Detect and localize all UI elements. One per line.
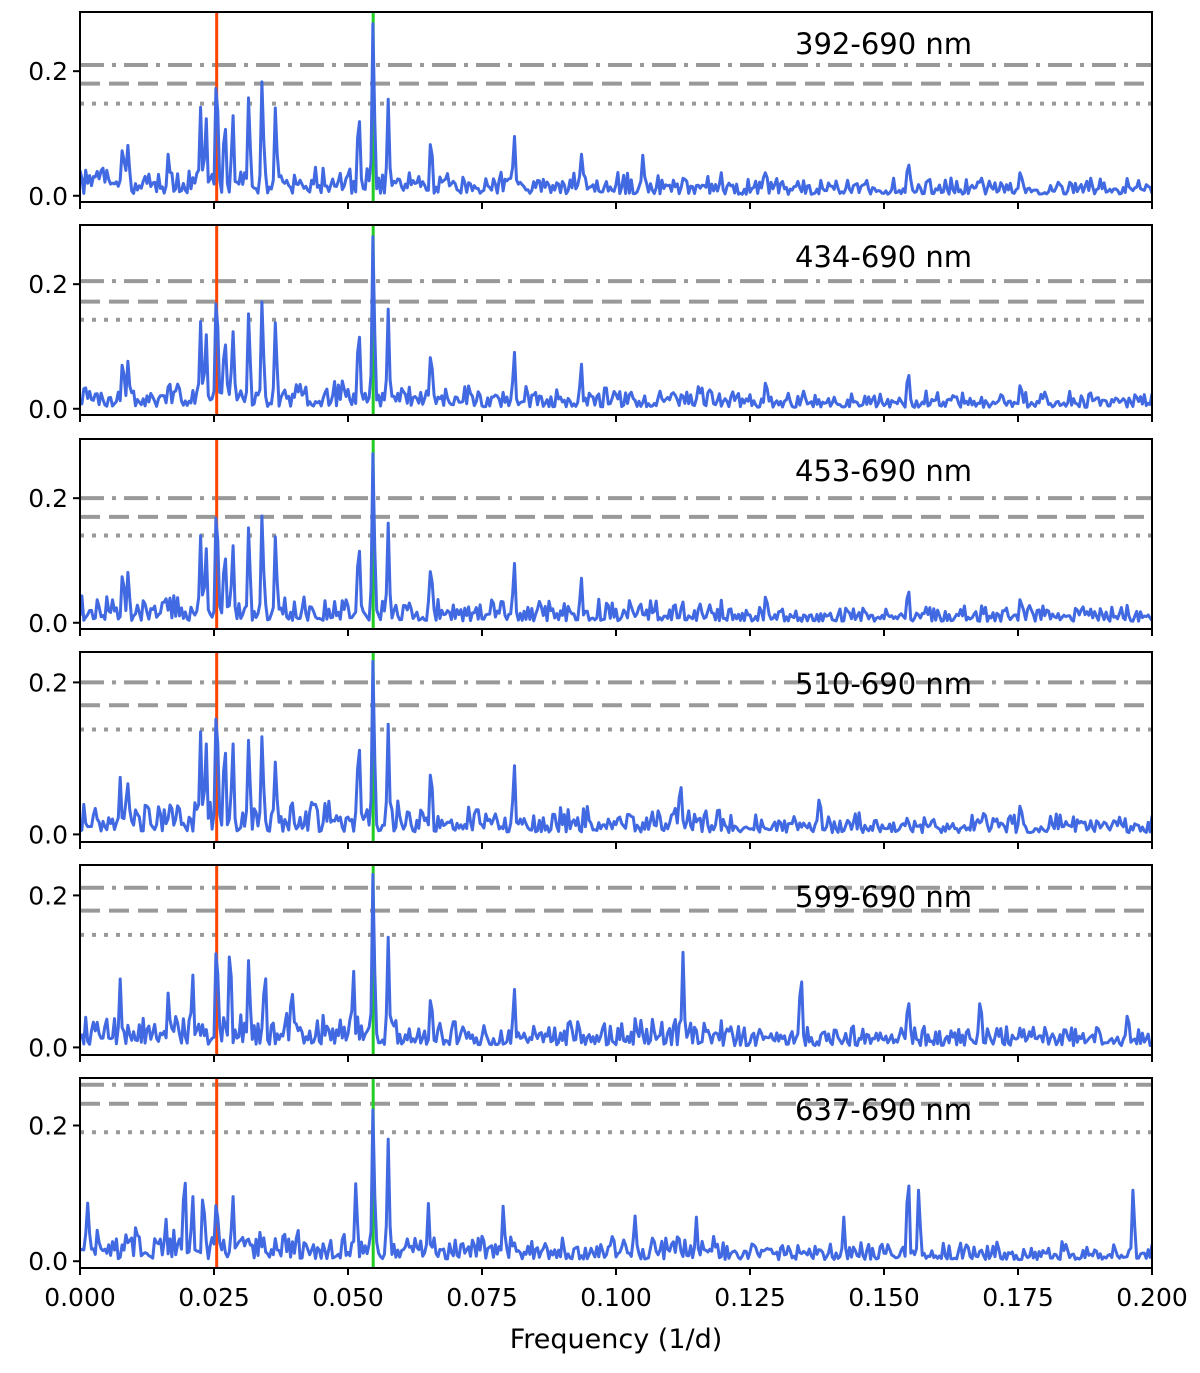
panel-label: 434-690 nm (795, 240, 972, 274)
panel-frame (79, 224, 1153, 416)
panel-1: 0.0 0.2 392-690 nm (28, 11, 1153, 211)
y-tick-label: 0.0 (28, 395, 68, 424)
y-tick-label: 0.0 (28, 820, 68, 849)
panel-plot-area (80, 652, 1152, 842)
power-spectrum-line (80, 872, 1152, 1048)
x-tick-label: 0.150 (848, 1283, 920, 1312)
x-tick-label: 0.125 (714, 1283, 786, 1312)
y-tick-label: 0.0 (28, 1033, 68, 1062)
y-tick-label: 0.2 (28, 57, 68, 86)
x-axis-title: Frequency (1/d) (510, 1324, 723, 1355)
power-spectrum-line (80, 22, 1152, 196)
y-tick-label: 0.0 (28, 609, 68, 638)
panel-plot-area (80, 12, 1152, 202)
y-tick-label: 0.2 (28, 668, 68, 697)
panel-6: 0.0 0.2 637-690 nm (28, 1077, 1153, 1276)
panel-plot-area (80, 439, 1152, 629)
y-tick-label: 0.2 (28, 881, 68, 910)
x-tick-label: 0.100 (580, 1283, 652, 1312)
panel-frame (79, 438, 1153, 630)
x-tick-label: 0.075 (446, 1283, 518, 1312)
y-tick-label: 0.2 (28, 270, 68, 299)
panel-4: 0.0 0.2 510-690 nm (28, 651, 1153, 849)
panel-label: 637-690 nm (795, 1093, 972, 1127)
panel-label: 453-690 nm (795, 454, 972, 488)
panel-plot-area (80, 865, 1152, 1055)
power-spectrum-line (80, 235, 1152, 409)
y-tick-label: 0.0 (28, 182, 68, 211)
x-tick-label: 0.200 (1116, 1283, 1188, 1312)
x-tick-label: 0.000 (44, 1283, 116, 1312)
x-tick-label: 0.175 (982, 1283, 1054, 1312)
panel-3: 0.0 0.2 453-690 nm (28, 438, 1153, 638)
y-tick-label: 0.0 (28, 1247, 68, 1276)
panel-2: 0.0 0.2 434-690 nm (28, 224, 1153, 424)
power-spectrum-line (80, 1108, 1152, 1262)
power-spectrum-line (80, 452, 1152, 623)
y-tick-label: 0.2 (28, 484, 68, 513)
panel-label: 599-690 nm (795, 880, 972, 914)
panel-label: 392-690 nm (795, 27, 972, 61)
panel-5: 0.0 0.2 599-690 nm (28, 864, 1153, 1062)
y-tick-label: 0.2 (28, 1112, 68, 1141)
x-tick-label: 0.050 (312, 1283, 384, 1312)
panel-label: 510-690 nm (795, 667, 972, 701)
power-spectrum-line (80, 659, 1152, 835)
panel-plot-area (80, 225, 1152, 415)
panel-plot-area (80, 1078, 1152, 1268)
x-tick-label: 0.025 (178, 1283, 250, 1312)
